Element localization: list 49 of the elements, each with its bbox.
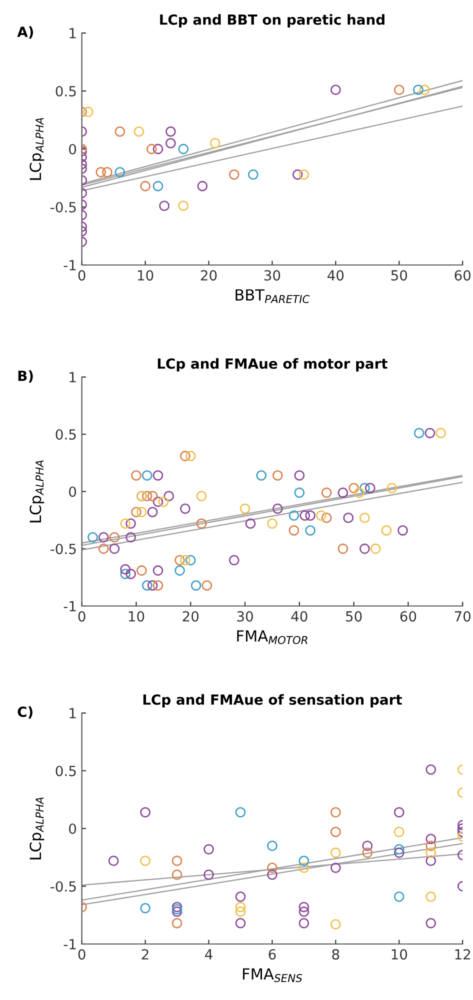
- x-tick-label: 12: [455, 949, 470, 960]
- y-tick-label: 0.5: [56, 429, 76, 440]
- x-tick-label: 30: [237, 611, 253, 622]
- y-tick-label: 1: [70, 708, 76, 718]
- x-axis-title: FMA$_{SENS}$: [243, 968, 302, 982]
- text: C): [18, 706, 32, 719]
- x-tick-label: 10: [138, 270, 154, 281]
- x-tick-label: 0: [78, 949, 86, 960]
- x-axis-title: FMA$_{MOTOR}$: [237, 630, 308, 644]
- y-tick-label: 0.5: [56, 766, 76, 776]
- y-tick-label: -1: [64, 939, 76, 950]
- x-tick-label: 0: [78, 270, 86, 281]
- y-axis-title: LCp$_{ALPHA}$: [30, 118, 44, 180]
- x-tick-label: 40: [291, 611, 308, 622]
- chart-title: LCp and BBT on paretic hand: [160, 14, 384, 28]
- y-tick-label: 1: [70, 28, 76, 38]
- x-tick-label: 8: [332, 949, 340, 960]
- chart-title: LCp and FMAue of sensation part: [143, 694, 402, 708]
- x-axis-title: BBT$_{PARETIC}$: [236, 289, 310, 304]
- y-tick-label: 0: [69, 823, 76, 834]
- y-axis-title: LCp$_{ALPHA}$: [30, 797, 44, 860]
- x-tick-label: 10: [392, 949, 408, 960]
- y-tick-label: -0.5: [50, 881, 76, 892]
- y-tick-label: -0.5: [50, 544, 76, 554]
- x-tick-label: 60: [400, 611, 416, 622]
- x-tick-label: 20: [182, 611, 199, 622]
- x-tick-label: 30: [264, 270, 280, 281]
- x-tick-label: 2: [142, 949, 148, 960]
- y-tick-label: 0: [69, 486, 76, 497]
- x-tick-label: 4: [205, 949, 212, 960]
- x-tick-label: 10: [128, 611, 144, 622]
- x-tick-label: 50: [346, 611, 362, 622]
- x-tick-label: 6: [268, 949, 276, 960]
- x-tick-label: 0: [78, 611, 86, 622]
- text: B): [18, 370, 33, 383]
- x-tick-label: 60: [454, 270, 471, 281]
- x-tick-label: 40: [328, 270, 344, 281]
- y-tick-label: 1: [70, 372, 76, 382]
- chart-title: LCp and FMAue of motor part: [158, 358, 388, 372]
- y-tick-label: 0: [69, 144, 76, 154]
- x-tick-label: 50: [391, 270, 408, 281]
- x-tick-label: 20: [200, 270, 217, 281]
- y-tick-label: -1: [64, 601, 76, 612]
- y-tick-label: -1: [64, 260, 76, 270]
- y-axis-title: LCp$_{ALPHA}$: [30, 460, 44, 522]
- x-tick-label: 70: [454, 611, 471, 622]
- y-tick-label: 0.5: [56, 86, 76, 96]
- text: A): [17, 26, 33, 39]
- y-tick-label: -0.5: [50, 202, 76, 212]
